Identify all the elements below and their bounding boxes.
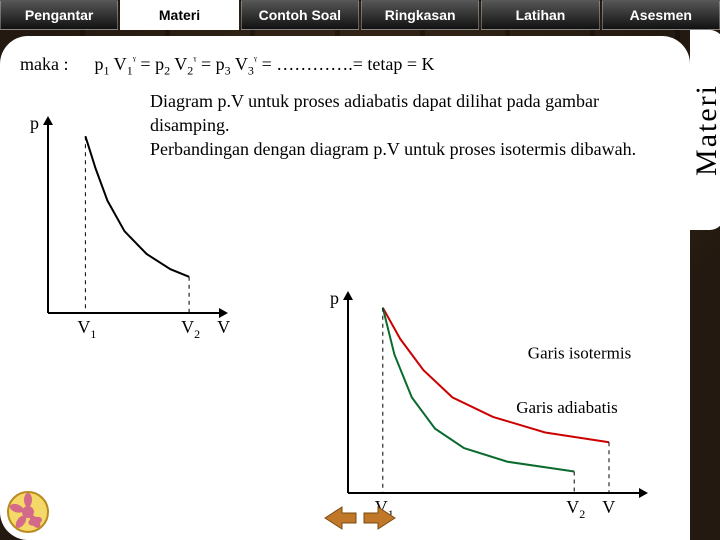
equation-line: maka : p1 V1ˠ = p2 V2ˠ = p3 V3ˠ = ………….=… [20, 54, 670, 79]
svg-text:Garis adiabatis: Garis adiabatis [516, 398, 618, 417]
logo-icon [6, 490, 50, 534]
svg-text:V: V [217, 317, 230, 337]
nav-arrows[interactable] [320, 503, 400, 538]
tab-latihan[interactable]: Latihan [481, 0, 599, 30]
equation-prefix: maka : [20, 54, 90, 75]
content-panel: maka : p1 V1ˠ = p2 V2ˠ = p3 V3ˠ = ………….=… [0, 36, 690, 540]
chart-comparison: pGaris isotermisGaris adiabatisV1V2V [320, 286, 650, 526]
tab-asesmen[interactable]: Asesmen [602, 0, 720, 30]
equation-body: p1 V1ˠ = p2 V2ˠ = p3 V3ˠ = ………….= tetap … [95, 54, 435, 74]
tab-contoh-soal[interactable]: Contoh Soal [241, 0, 359, 30]
tab-materi[interactable]: Materi [120, 0, 238, 30]
svg-text:p: p [30, 113, 39, 133]
tab-bar: PengantarMateriContoh SoalRingkasanLatih… [0, 0, 720, 30]
tab-pengantar[interactable]: Pengantar [0, 0, 118, 30]
tab-ringkasan[interactable]: Ringkasan [361, 0, 479, 30]
svg-text:V1: V1 [77, 317, 96, 341]
svg-text:Garis isotermis: Garis isotermis [528, 343, 631, 362]
svg-text:p: p [330, 288, 339, 308]
chart-adiabatic: p V1 V2 V [20, 111, 230, 346]
svg-text:V2: V2 [181, 317, 200, 341]
side-tab-materi: Materi [690, 30, 720, 230]
svg-text:V2: V2 [566, 497, 585, 521]
svg-text:V: V [602, 497, 615, 517]
side-tab-label: Materi [690, 84, 720, 176]
